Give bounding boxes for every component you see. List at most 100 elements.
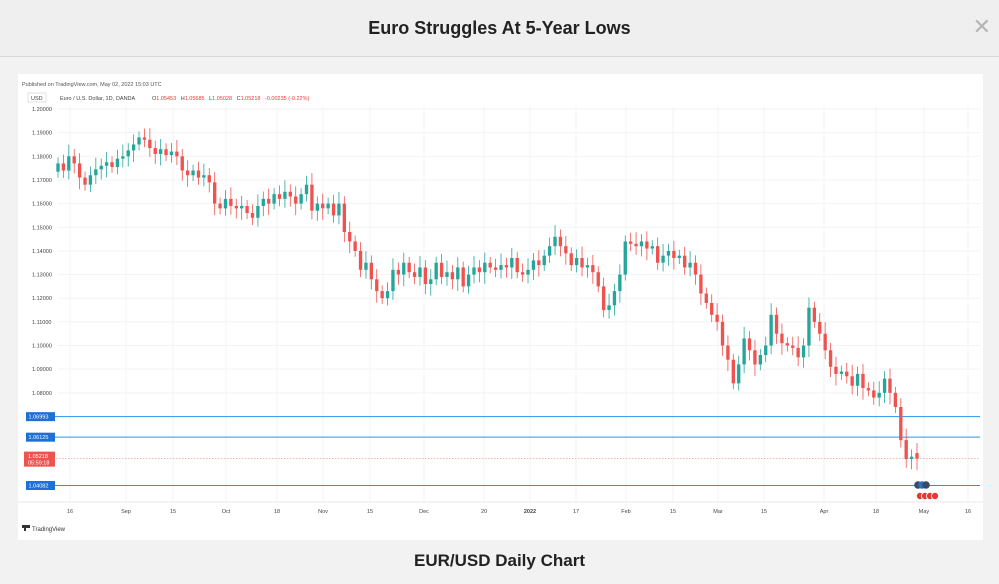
candlestick-chart[interactable]: Published on TradingView.com, May 02, 20… [18, 74, 983, 540]
candle-body [520, 272, 525, 275]
last-price-label: 1.05218 [28, 454, 48, 460]
candle-body [612, 291, 617, 306]
candle-body [380, 291, 384, 299]
candle-body [904, 440, 908, 460]
svg-text:TradingView: TradingView [32, 527, 66, 533]
candle-body [753, 350, 757, 365]
candle-body [272, 194, 276, 204]
candles [56, 128, 919, 471]
x-tick-label: 15 [170, 509, 176, 515]
close-icon[interactable]: ✕ [972, 14, 991, 39]
candle-body [283, 191, 287, 199]
candle-body [429, 279, 433, 285]
candle-body [601, 286, 606, 311]
ohlc-summary: O1.05453 H1.05685 L1.05028 C1.05218 -0.0… [152, 96, 309, 102]
candle-body [256, 205, 260, 218]
candle-body [385, 291, 390, 299]
candle-body [67, 156, 71, 171]
x-tick-label: May [919, 509, 930, 515]
candle-body [115, 158, 120, 167]
candle-body [364, 262, 368, 270]
candle-body [812, 307, 817, 322]
candle-body [488, 262, 492, 268]
candle-body [434, 262, 438, 280]
candle-body [153, 148, 157, 154]
candle-body [331, 203, 336, 216]
candle-body [234, 205, 238, 209]
x-tick-label: 18 [873, 509, 879, 515]
candle-body [493, 267, 498, 270]
x-tick-label: 16 [965, 509, 971, 515]
candle-body [288, 191, 292, 197]
ohlc-high-value: 1.05685 [185, 96, 205, 102]
candle-body [850, 376, 854, 386]
candle-body [861, 373, 865, 389]
candle-body [131, 144, 136, 151]
candle-body [180, 156, 184, 171]
candle-body [342, 203, 347, 232]
ohlc-change-value: -0.00235 (-0.22%) [265, 96, 309, 102]
y-axis: 1.20000 1.19000 1.18000 1.17000 1.16000 1.150… [32, 107, 52, 397]
candle-body [423, 267, 428, 285]
y-tick-label: 1.20000 [32, 107, 52, 113]
candle-body [872, 390, 876, 398]
candle-body [175, 151, 179, 157]
candle-body [99, 165, 103, 170]
x-tick-label: 20 [481, 509, 487, 515]
candle-body [558, 236, 563, 247]
candle-body [412, 272, 417, 277]
candle-body [104, 162, 109, 166]
candle-body [164, 149, 168, 156]
tradingview-logo: TradingView [22, 525, 66, 533]
y-tick-label: 1.11000 [32, 320, 51, 326]
candle-body [807, 307, 811, 346]
candle-body [764, 345, 768, 355]
candle-body [466, 274, 471, 287]
candle-body [121, 156, 125, 159]
candle-body [245, 205, 249, 214]
x-tick-label: Oct [222, 509, 231, 515]
ohlc-low-value: 1.05028 [212, 96, 232, 102]
ohlc-high-label: H [181, 96, 185, 102]
candle-body [607, 305, 611, 311]
candle-body [515, 258, 519, 273]
ohlc-open-value: 1.05453 [156, 96, 176, 102]
candle-body [499, 265, 503, 270]
candle-body [348, 231, 352, 242]
candle-body [882, 378, 887, 393]
candle-body [250, 213, 255, 218]
chart-grid [58, 106, 980, 502]
candle-body [574, 258, 579, 266]
candle-body [747, 338, 752, 351]
candle-body [326, 203, 330, 209]
candle-body [693, 262, 698, 275]
candle-body [909, 456, 914, 460]
candle-body [477, 267, 482, 273]
candle-body [596, 272, 600, 287]
candle-body [720, 321, 725, 346]
candle-body [688, 262, 692, 268]
candle-body [628, 241, 633, 244]
candle-body [834, 366, 838, 374]
y-tick-label: 1.13000 [32, 273, 52, 279]
candle-body [396, 269, 401, 275]
ohlc-open-label: O [152, 96, 157, 102]
candle-body [542, 255, 546, 266]
candle-body [818, 321, 822, 334]
published-note: Published on TradingView.com, May 02, 20… [22, 82, 162, 88]
x-axis: 16 Sep 15 Oct 18 Nov 15 Dec 20 2022 17 Feb 15 Mar 15 Ap… [18, 501, 983, 515]
level-label: 1.04082 [29, 484, 49, 490]
candle-body [240, 205, 244, 209]
candle-body [148, 139, 152, 149]
candle-body [358, 250, 363, 270]
candle-body [418, 267, 422, 277]
candle-body [88, 175, 93, 185]
candle-body [726, 345, 730, 360]
candle-body [855, 373, 860, 386]
x-tick-label: 15 [670, 509, 676, 515]
x-tick-label: 16 [67, 509, 73, 515]
x-tick-label: Sep [121, 509, 131, 515]
candle-body [580, 258, 584, 268]
candle-body [353, 241, 357, 251]
